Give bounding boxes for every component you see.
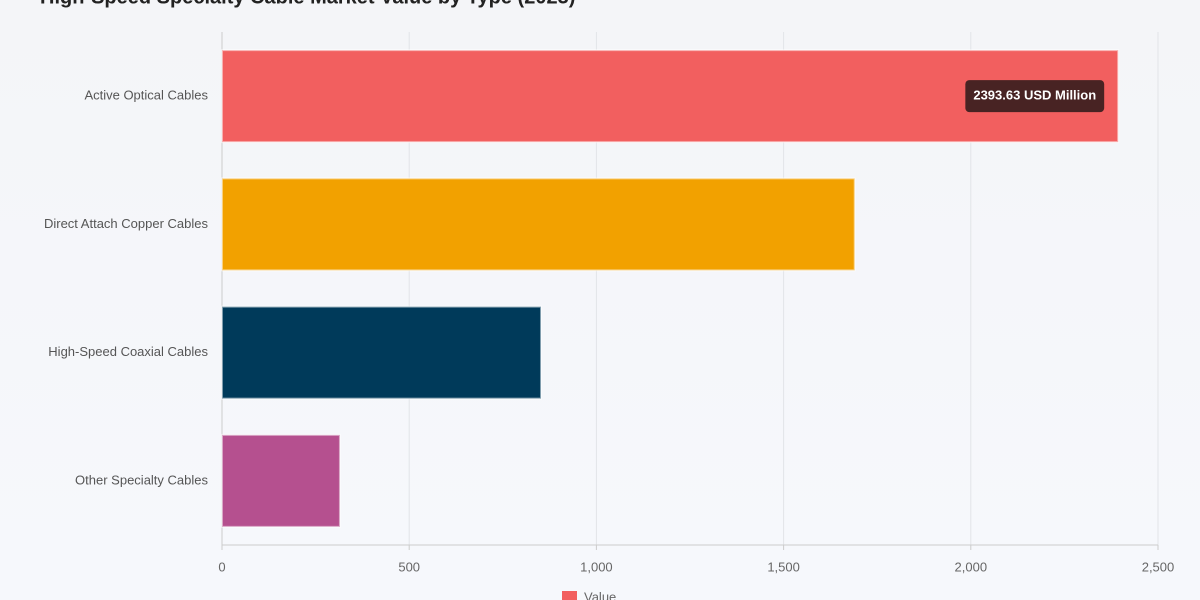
x-tick-label: 2,000 bbox=[955, 559, 988, 574]
x-tick-label: 0 bbox=[218, 559, 225, 574]
y-tick-label: Active Optical Cables bbox=[84, 88, 208, 103]
bar bbox=[221, 305, 542, 400]
y-tick-label: Direct Attach Copper Cables bbox=[44, 216, 209, 231]
chart-title: High-Speed Specialty Cable Market Value … bbox=[40, 0, 575, 8]
x-tick-label: 1,500 bbox=[767, 559, 800, 574]
value-label: 2393.63 USD Million bbox=[973, 88, 1096, 103]
legend-label: Value bbox=[584, 589, 616, 600]
bar bbox=[221, 177, 856, 272]
x-tick-label: 1,000 bbox=[580, 559, 613, 574]
y-tick-label: Other Specialty Cables bbox=[75, 472, 208, 487]
tooltip: 2393.63 USD Million bbox=[965, 80, 1105, 113]
tooltip-box bbox=[965, 80, 1105, 113]
y-tick-label: High-Speed Coaxial Cables bbox=[48, 344, 208, 359]
x-tick-label: 500 bbox=[398, 559, 420, 574]
bar bbox=[221, 433, 341, 528]
legend-swatch bbox=[562, 591, 577, 600]
x-tick-label: 2,500 bbox=[1142, 559, 1175, 574]
